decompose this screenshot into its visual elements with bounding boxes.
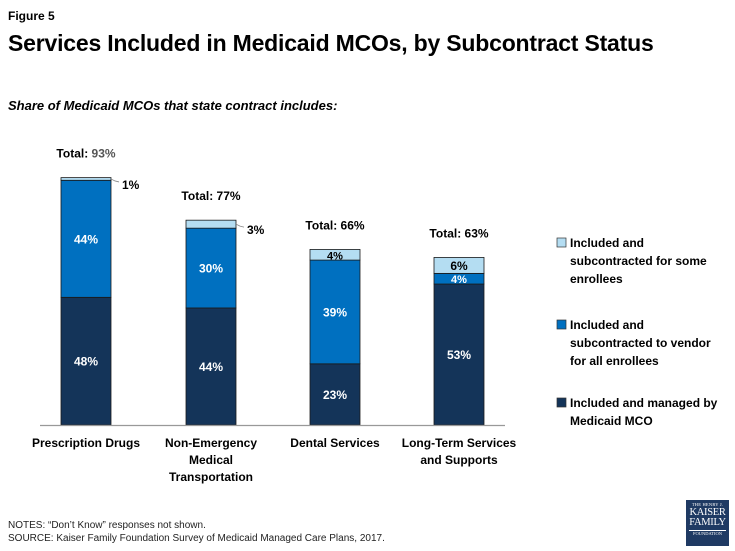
legend-swatch-subcontracted_some bbox=[556, 237, 567, 248]
segment-label: 30% bbox=[199, 262, 223, 276]
total-prefix: Total: bbox=[181, 189, 216, 203]
leader-line bbox=[110, 178, 120, 183]
total-value: 66% bbox=[341, 218, 365, 232]
segment-label: 44% bbox=[74, 232, 98, 246]
category-label: Medical bbox=[189, 453, 233, 467]
legend-label: Included and bbox=[570, 236, 644, 250]
logo-line-1: THE HENRY J. bbox=[691, 502, 724, 507]
legend-label: Included and bbox=[570, 318, 644, 332]
logo-line-3: FAMILY bbox=[689, 517, 726, 528]
segment-label: 3% bbox=[247, 223, 265, 237]
total-label: Total: 93% bbox=[56, 147, 115, 161]
logo-line-2: KAISER bbox=[689, 506, 726, 518]
bar-segment-subcontracted_some bbox=[433, 257, 485, 274]
legend-label: subcontracted to vendor bbox=[570, 336, 711, 350]
segment-label: 4% bbox=[327, 250, 343, 262]
legend-label: Medicaid MCO bbox=[570, 414, 653, 428]
category-label: and Supports bbox=[420, 453, 498, 467]
logo-line-4: FOUNDATION bbox=[689, 529, 726, 537]
bar-segment-subcontracted_all bbox=[185, 227, 237, 309]
legend-label: Included and managed by bbox=[570, 396, 718, 410]
legend-swatch-subcontracted_all bbox=[556, 319, 567, 330]
segment-label: 23% bbox=[323, 388, 347, 402]
total-prefix: Total: bbox=[429, 226, 464, 240]
segment-label: 4% bbox=[451, 274, 467, 286]
legend-label: enrollees bbox=[570, 272, 623, 286]
bar-segment-managed bbox=[185, 307, 237, 426]
total-value: 63% bbox=[465, 226, 489, 240]
figure-label: Figure 5 bbox=[8, 9, 55, 23]
bar-segment-subcontracted_all bbox=[309, 259, 361, 365]
stacked-bar-chart: 48% 44% 1% Total: 93% Prescription Drugs 44% 3… bbox=[32, 147, 718, 484]
total-label: Total: 77% bbox=[181, 189, 240, 203]
category-label: Transportation bbox=[169, 470, 253, 484]
segment-label: 44% bbox=[199, 360, 223, 374]
chart-title: Services Included in Medicaid MCOs, by S… bbox=[8, 30, 654, 56]
segment-label: 48% bbox=[74, 355, 98, 369]
kff-logo: THE HENRY J. KAISER FAMILY FOUNDATION bbox=[686, 500, 729, 546]
bar-segment-subcontracted_all bbox=[60, 179, 112, 298]
source-text: SOURCE: Kaiser Family Foundation Survey … bbox=[8, 533, 385, 544]
legend-label: for all enrollees bbox=[570, 354, 659, 368]
legend-label: subcontracted for some bbox=[570, 254, 707, 268]
category-label: Non-Emergency bbox=[165, 436, 257, 450]
bar-segment-subcontracted_some bbox=[185, 219, 237, 229]
total-value: 93% bbox=[92, 147, 116, 161]
segment-label: 39% bbox=[323, 305, 347, 319]
category-label: Long-Term Services bbox=[402, 436, 517, 450]
bar-segment-managed bbox=[309, 363, 361, 426]
notes-text: NOTES: “Don’t Know” responses not shown. bbox=[8, 520, 206, 531]
segment-label: 6% bbox=[450, 259, 468, 273]
bar-segment-subcontracted_some bbox=[60, 177, 112, 181]
footnotes: NOTES: “Don’t Know” responses not shown.… bbox=[8, 519, 385, 545]
total-label: Total: 66% bbox=[305, 218, 364, 232]
segment-label: 1% bbox=[122, 178, 140, 192]
total-prefix: Total: bbox=[56, 147, 91, 161]
segment-label: 53% bbox=[447, 348, 471, 362]
bar-segment-subcontracted_some bbox=[309, 249, 361, 261]
category-label: Dental Services bbox=[290, 436, 380, 450]
legend-swatch-managed bbox=[556, 397, 567, 408]
total-prefix: Total: bbox=[305, 218, 340, 232]
chart-subtitle: Share of Medicaid MCOs that state contra… bbox=[8, 98, 338, 113]
total-label: Total: 63% bbox=[429, 226, 488, 240]
category-label: Prescription Drugs bbox=[32, 436, 140, 450]
total-value: 77% bbox=[217, 189, 241, 203]
leader-line bbox=[235, 223, 245, 228]
